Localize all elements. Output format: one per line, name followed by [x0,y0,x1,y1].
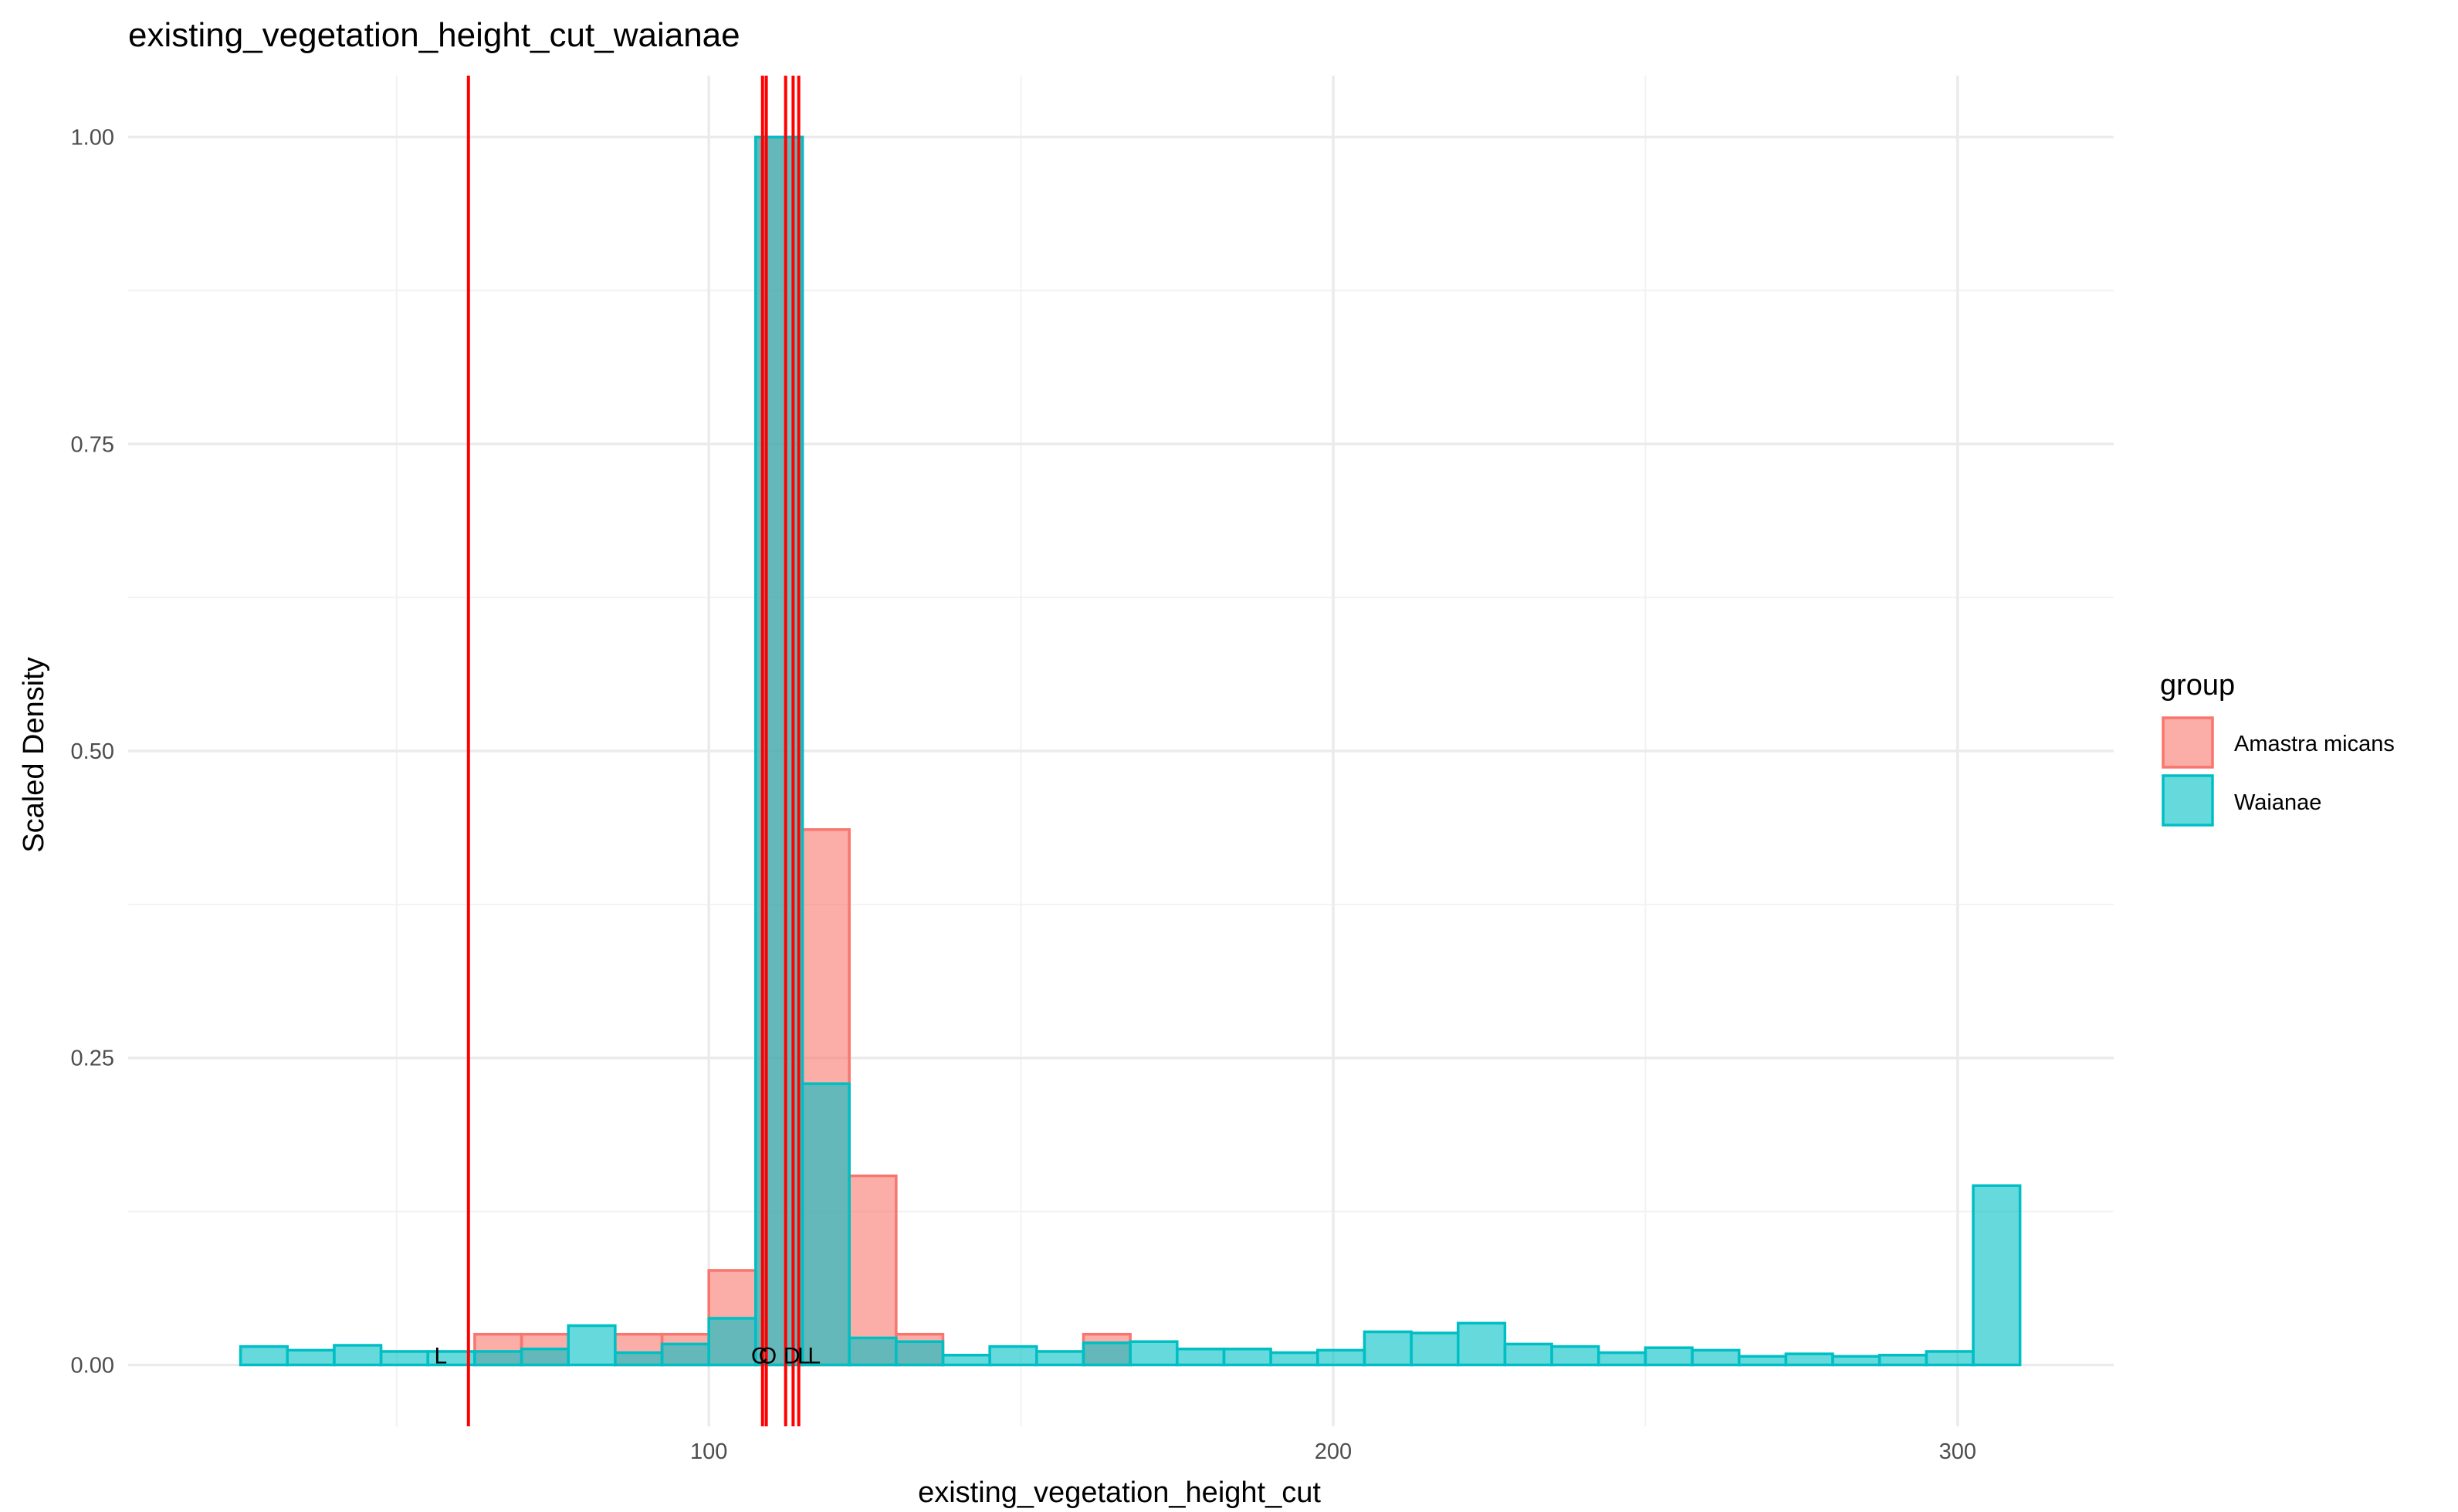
bar-waianae [941,1353,991,1367]
bar-waianae [895,1340,945,1367]
reference-line-label: D [784,1343,801,1368]
bar-waianae [1129,1340,1179,1367]
x-tick-label: 300 [1939,1439,1976,1464]
bar-waianae [1877,1353,1928,1367]
y-tick-label: 0.25 [71,1047,114,1071]
reference-line-label: L [797,1343,811,1368]
bar-waianae [520,1348,570,1367]
y-tick-label: 0.75 [71,432,114,457]
x-tick-label: 100 [690,1439,727,1464]
bar-waianae [1176,1348,1226,1367]
bar-waianae [1784,1352,1834,1367]
y-tick-label: 1.00 [71,126,114,151]
bar-waianae [1410,1331,1460,1367]
reference-line-label: O [759,1343,777,1368]
axis-layer: 100 200 300 0.00 0.25 0.50 0.75 1.00 [71,126,1976,1464]
legend-title: group [2160,669,2235,702]
bar-waianae [473,1350,523,1367]
bar-waianae [1596,1351,1647,1367]
legend: group Amastra micans Waianae [2160,669,2395,827]
chart-title: existing_vegetation_height_cut_waianae [128,16,740,54]
bar-waianae [567,1324,617,1367]
bar-waianae [333,1344,383,1367]
bar-waianae [1972,1184,2022,1367]
bar-waianae [1222,1348,1272,1367]
bar-waianae [801,1082,851,1367]
legend-label-waianae: Waianae [2234,790,2321,815]
reference-line-layer: L CO DLL [434,76,821,1426]
bar-waianae [1737,1355,1788,1367]
legend-key-amastra-micans [2162,716,2214,769]
legend-item-amastra-micans: Amastra micans [2162,716,2395,769]
y-tick-label: 0.00 [71,1353,114,1378]
bar-waianae [1503,1342,1553,1367]
bar-waianae [1925,1350,1975,1367]
bar-waianae [1644,1346,1694,1367]
bar-waianae [1550,1345,1600,1367]
bar-waianae [1457,1321,1507,1367]
bar-waianae [707,1317,757,1367]
bar-waianae [1035,1350,1085,1367]
x-axis-title: existing_vegetation_height_cut [918,1476,1321,1509]
bar-waianae [848,1336,898,1367]
bar-waianae [1269,1351,1319,1367]
bar-waianae [239,1345,289,1367]
bar-waianae [1082,1341,1132,1367]
x-tick-label: 200 [1315,1439,1352,1464]
reference-line-label: L [807,1343,821,1368]
bar-waianae [1363,1330,1413,1367]
bar-waianae [286,1348,336,1367]
bar-waianae [1831,1355,1881,1367]
legend-item-waianae: Waianae [2162,774,2321,827]
bar-waianae [379,1350,429,1367]
bar-waianae [988,1345,1038,1367]
bar-waianae [660,1342,710,1367]
legend-label-amastra-micans: Amastra micans [2234,732,2395,756]
bar-waianae [614,1351,664,1367]
reference-line-label: C [751,1343,768,1368]
y-axis-title: Scaled Density [18,657,50,852]
bar-waianae [1691,1348,1741,1367]
y-tick-label: 0.50 [71,739,114,764]
legend-key-waianae [2162,774,2214,827]
reference-line-label: L [434,1343,447,1368]
grid-layer [128,76,2114,1426]
series-layer [239,135,2022,1367]
bar-waianae [1316,1348,1366,1367]
